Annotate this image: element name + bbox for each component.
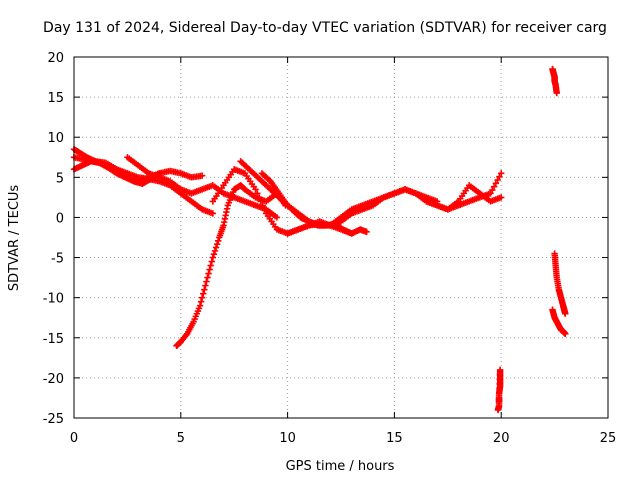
- y-tick-label: -25: [43, 412, 64, 427]
- data-point: [208, 258, 215, 265]
- data-point: [203, 278, 210, 285]
- x-tick-label: 15: [386, 431, 403, 446]
- data-point: [200, 290, 207, 297]
- data-point: [198, 172, 206, 179]
- data-point: [490, 183, 498, 190]
- y-axis-label: SDTVAR / TECUs: [7, 185, 22, 292]
- y-tick-label: 15: [47, 91, 64, 106]
- grid-layer: [74, 57, 608, 418]
- data-series-satellite-track-14: [549, 306, 569, 337]
- x-tick-label: 25: [600, 431, 617, 446]
- y-tick-label: -15: [43, 332, 64, 347]
- data-point: [205, 270, 212, 277]
- data-series-satellite-track-3: [70, 154, 206, 185]
- data-point: [261, 206, 268, 213]
- data-point: [196, 302, 204, 309]
- data-series-satellite-track-13: [551, 250, 569, 317]
- data-layer: [70, 65, 569, 414]
- data-point: [210, 251, 218, 258]
- data-point: [214, 237, 222, 245]
- x-tick-label: 20: [493, 431, 510, 446]
- data-point: [211, 247, 219, 255]
- y-tick-label: -10: [43, 292, 64, 307]
- data-point: [495, 398, 503, 406]
- data-point: [212, 244, 220, 251]
- data-point: [562, 330, 569, 337]
- tick-layer: 0 5 10 15 20 25 -25 -20 -15 -10 -5 0 5 10 15 20: [43, 51, 617, 446]
- data-series-satellite-track-10: [423, 182, 505, 213]
- x-tick-label: 10: [279, 431, 296, 446]
- y-tick-label: 10: [47, 131, 64, 146]
- x-tick-label: 0: [70, 431, 78, 446]
- data-point: [562, 310, 569, 317]
- data-point: [255, 194, 263, 201]
- data-point: [487, 190, 494, 197]
- data-point: [209, 210, 217, 217]
- data-point: [259, 202, 266, 209]
- data-point: [498, 170, 505, 177]
- data-series-satellite-track-1: [70, 146, 217, 217]
- data-point: [363, 228, 370, 236]
- data-series-satellite-track-11: [494, 366, 504, 414]
- y-tick-label: 5: [56, 171, 64, 186]
- data-point: [198, 294, 206, 301]
- data-point: [209, 254, 217, 261]
- x-tick-label: 5: [177, 431, 185, 446]
- data-point: [206, 266, 213, 273]
- data-point: [498, 194, 505, 201]
- data-point: [492, 180, 500, 187]
- y-tick-label: 0: [56, 211, 64, 226]
- data-point: [494, 176, 501, 184]
- plot-frame: [73, 56, 609, 419]
- data-point: [213, 240, 221, 248]
- y-tick-label: -20: [43, 372, 64, 387]
- data-point: [553, 89, 560, 97]
- data-point: [273, 214, 281, 221]
- data-point: [202, 282, 209, 289]
- data-point: [252, 186, 259, 193]
- data-point: [197, 298, 205, 305]
- data-point: [257, 198, 265, 205]
- y-tick-label: -5: [51, 252, 64, 267]
- y-tick-label: 20: [47, 51, 64, 66]
- data-series-satellite-track-12: [549, 65, 560, 97]
- x-axis-label: GPS time / hours: [286, 459, 395, 474]
- data-point: [489, 186, 496, 194]
- chart-title: Day 131 of 2024, Sidereal Day-to-day VTE…: [43, 20, 607, 36]
- data-point: [201, 286, 208, 293]
- data-point: [204, 274, 211, 281]
- data-point: [254, 190, 261, 197]
- data-point: [207, 262, 214, 269]
- data-point: [496, 173, 503, 180]
